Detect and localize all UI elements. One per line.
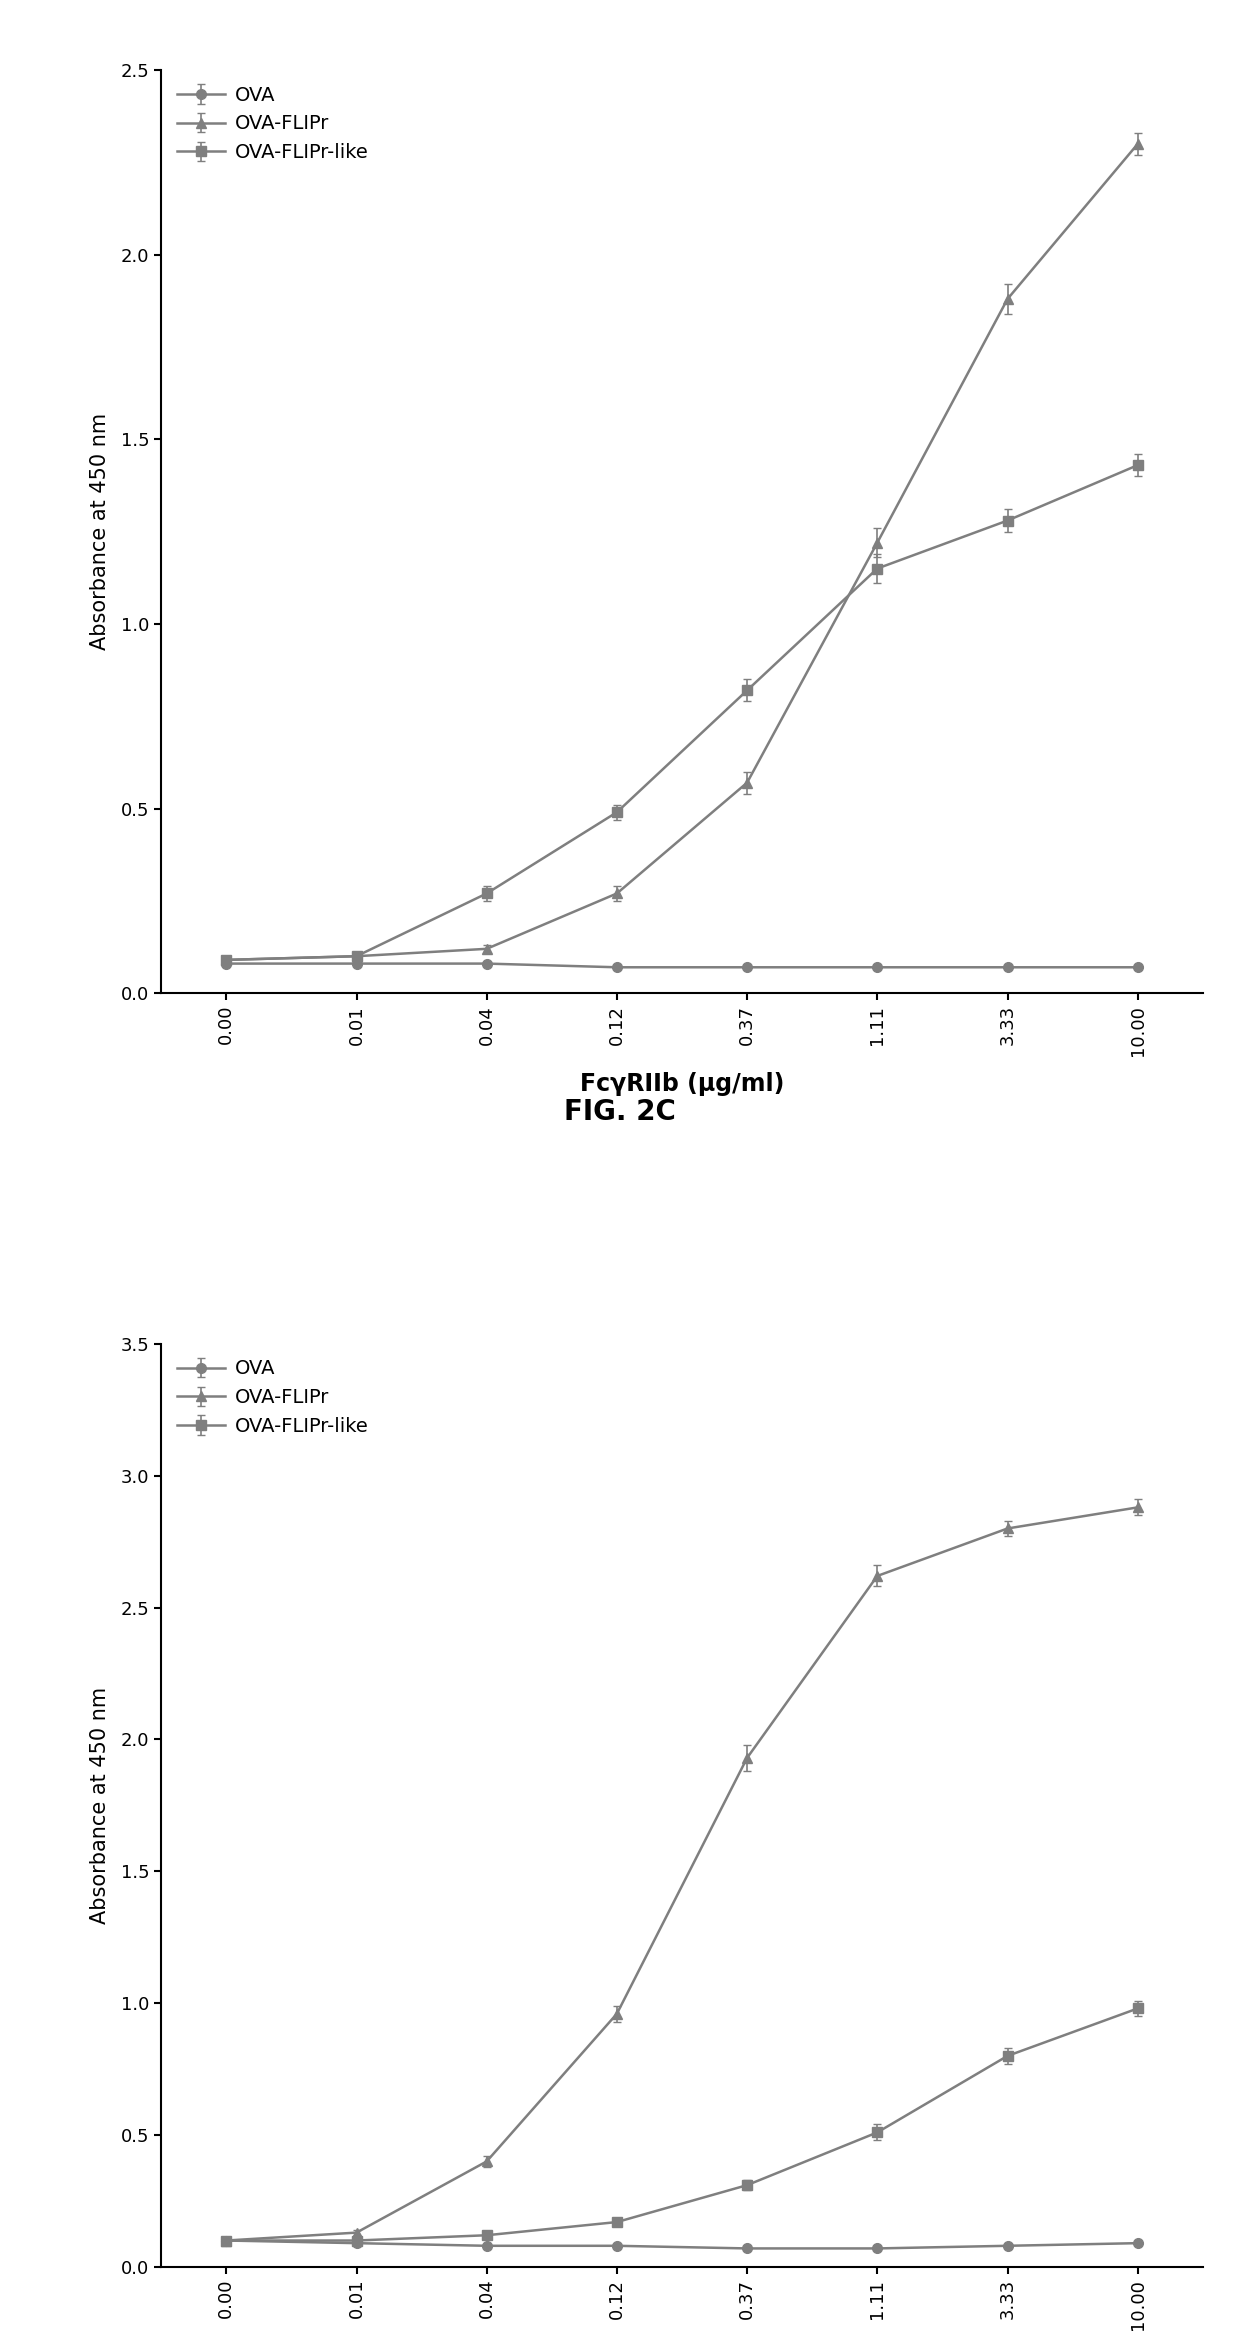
Legend: OVA, OVA-FLIPr, OVA-FLIPr-like: OVA, OVA-FLIPr, OVA-FLIPr-like (171, 79, 374, 168)
Text: FIG. 2C: FIG. 2C (564, 1098, 676, 1126)
Y-axis label: Absorbance at 450 nm: Absorbance at 450 nm (89, 414, 109, 650)
Y-axis label: Absorbance at 450 nm: Absorbance at 450 nm (89, 1687, 109, 1923)
Legend: OVA, OVA-FLIPr, OVA-FLIPr-like: OVA, OVA-FLIPr, OVA-FLIPr-like (171, 1353, 374, 1442)
X-axis label: FcγRIIb (μg/ml): FcγRIIb (μg/ml) (580, 1073, 784, 1096)
